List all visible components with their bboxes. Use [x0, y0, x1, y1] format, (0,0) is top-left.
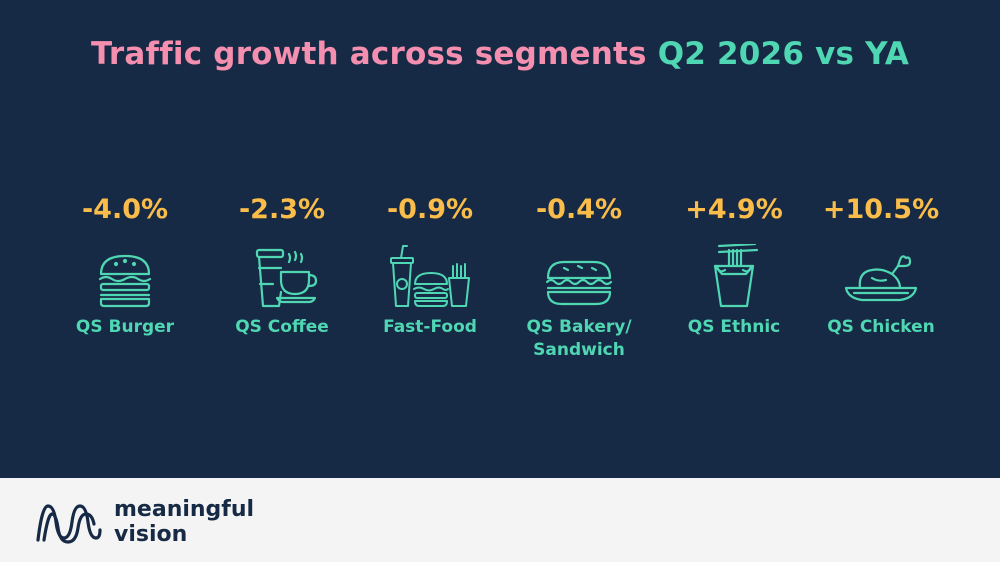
fast-food-icon	[385, 244, 475, 312]
brand-name: meaningful vision	[114, 497, 254, 547]
burger-icon	[80, 244, 170, 312]
segment-label-line-2: Sandwich	[533, 340, 625, 360]
segment-value: -2.3%	[238, 194, 326, 225]
segment-label: QS Chicken	[827, 317, 935, 337]
brand-name-line-1: meaningful	[114, 497, 255, 522]
segment-label: QS Coffee	[235, 317, 329, 337]
roast-chicken-icon	[836, 244, 926, 312]
segment-value: +4.9%	[685, 194, 783, 225]
brand-name-line-2: vision	[114, 522, 188, 547]
segment-label: Fast-Food	[383, 317, 477, 337]
segment-fast-food: -0.9% Fast-Food	[355, 190, 505, 339]
segment-label: QS Ethnic	[687, 317, 781, 337]
noodle-box-icon	[689, 244, 779, 312]
segment-value: -0.9%	[386, 194, 474, 225]
segment-label-line-1: QS Bakery/	[526, 317, 632, 337]
coffee-icon	[237, 244, 327, 312]
title-part-2: Q2 2026 vs YA	[657, 36, 910, 72]
sandwich-icon	[534, 244, 624, 312]
segment-qs-coffee: -2.3% QS Coffee	[207, 190, 357, 339]
segment-value: +10.5%	[822, 194, 940, 225]
segment-qs-chicken: +10.5% QS Chicken	[806, 190, 956, 339]
segment-label: QS Burger	[75, 317, 175, 337]
segment-qs-burger: -4.0% QS Burger	[50, 190, 200, 339]
page-title: Traffic growth across segments Q2 2026 v…	[0, 36, 1000, 72]
segment-qs-ethnic: +4.9% QS Ethnic	[659, 190, 809, 339]
segment-value: -4.0%	[81, 194, 169, 225]
footer	[0, 478, 1000, 562]
segment-label: QS Bakery/Sandwich	[504, 316, 654, 362]
main-panel: Traffic growth across segments Q2 2026 v…	[0, 0, 1000, 478]
brand-logo: meaningful vision	[34, 497, 274, 549]
segment-qs-bakery-sandwich: -0.4% QS Bakery/Sandwich	[504, 190, 654, 362]
meaningful-vision-logo-icon	[36, 504, 102, 544]
segment-value: -0.4%	[535, 194, 623, 225]
title-part-1: Traffic growth across segments	[90, 36, 658, 72]
